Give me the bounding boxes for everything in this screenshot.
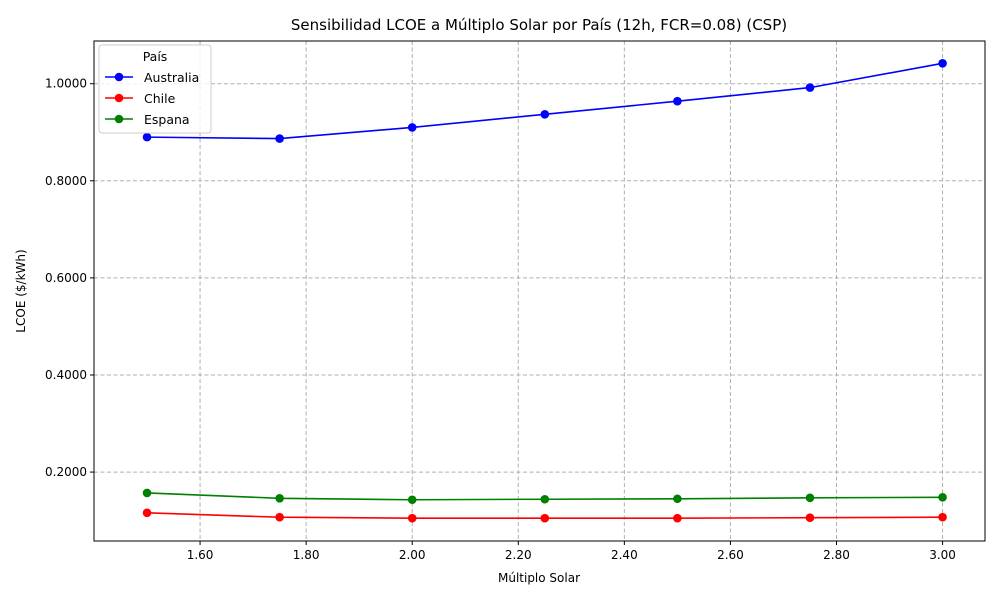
x-tick-label: 3.00 [929, 548, 956, 562]
series-australia [142, 59, 947, 143]
data-point-australia [938, 59, 947, 68]
data-point-espana [673, 494, 682, 504]
legend-marker-chile [114, 93, 124, 103]
legend-entries: Australia Chile Espana [105, 70, 199, 127]
y-tick-label: 0.2000 [45, 465, 87, 479]
data-point-chile [805, 513, 815, 522]
legend: País Australia Chile Espana [98, 44, 212, 134]
legend-entry-australia: Australia [105, 70, 199, 85]
legend-box [98, 44, 212, 134]
data-point-australia [142, 132, 152, 142]
x-tick-label: 2.20 [505, 548, 532, 562]
x-tick-label: 2.00 [399, 548, 426, 562]
series-chile [142, 508, 947, 523]
y-tick-label: 0.4000 [45, 368, 87, 382]
y-tick-label: 1.0000 [45, 77, 87, 91]
chart-title: Sensibilidad LCOE a Múltiplo Solar por P… [291, 16, 787, 34]
data-point-australia [540, 110, 550, 119]
data-point-australia [673, 96, 682, 106]
legend-entry-chile: Chile [105, 91, 176, 106]
legend-marker-australia [114, 72, 124, 82]
series-layer [142, 59, 947, 523]
legend-label-chile: Chile [144, 91, 176, 106]
data-point-espana [275, 493, 284, 503]
x-tick-label: 2.40 [611, 548, 638, 562]
data-point-espana [142, 488, 152, 498]
data-point-chile [673, 513, 682, 523]
data-point-espana [938, 493, 947, 502]
data-point-espana [540, 494, 550, 504]
data-point-espana [407, 495, 417, 505]
y-tick-label: 0.8000 [45, 174, 87, 188]
x-tick-label: 2.60 [717, 548, 744, 562]
data-point-chile [540, 513, 550, 523]
data-point-espana [805, 493, 815, 503]
data-point-australia [275, 134, 284, 143]
legend-title: País [143, 49, 168, 64]
grid [94, 41, 985, 541]
plot-frame [93, 40, 986, 542]
axis-ticks: 1.60 1.80 2.00 2.20 2.40 2.60 2.80 3.00 0.2000 0.… [45, 77, 956, 562]
data-point-chile [407, 513, 417, 523]
x-tick-label: 2.80 [823, 548, 850, 562]
y-tick-label: 0.6000 [45, 271, 87, 285]
legend-entry-espana: Espana [105, 112, 190, 127]
data-point-chile [275, 512, 284, 522]
data-point-chile [142, 508, 152, 518]
legend-marker-espana [114, 114, 124, 124]
data-point-chile [938, 512, 947, 522]
x-axis-title: Múltiplo Solar [498, 571, 580, 585]
x-tick-label: 1.60 [187, 548, 214, 562]
legend-label-espana: Espana [144, 112, 190, 127]
data-point-australia [407, 123, 417, 132]
y-axis-title: LCOE ($/kWh) [14, 249, 28, 332]
series-espana [142, 488, 947, 505]
legend-label-australia: Australia [144, 70, 199, 85]
x-tick-label: 1.80 [293, 548, 320, 562]
data-point-australia [805, 83, 815, 92]
